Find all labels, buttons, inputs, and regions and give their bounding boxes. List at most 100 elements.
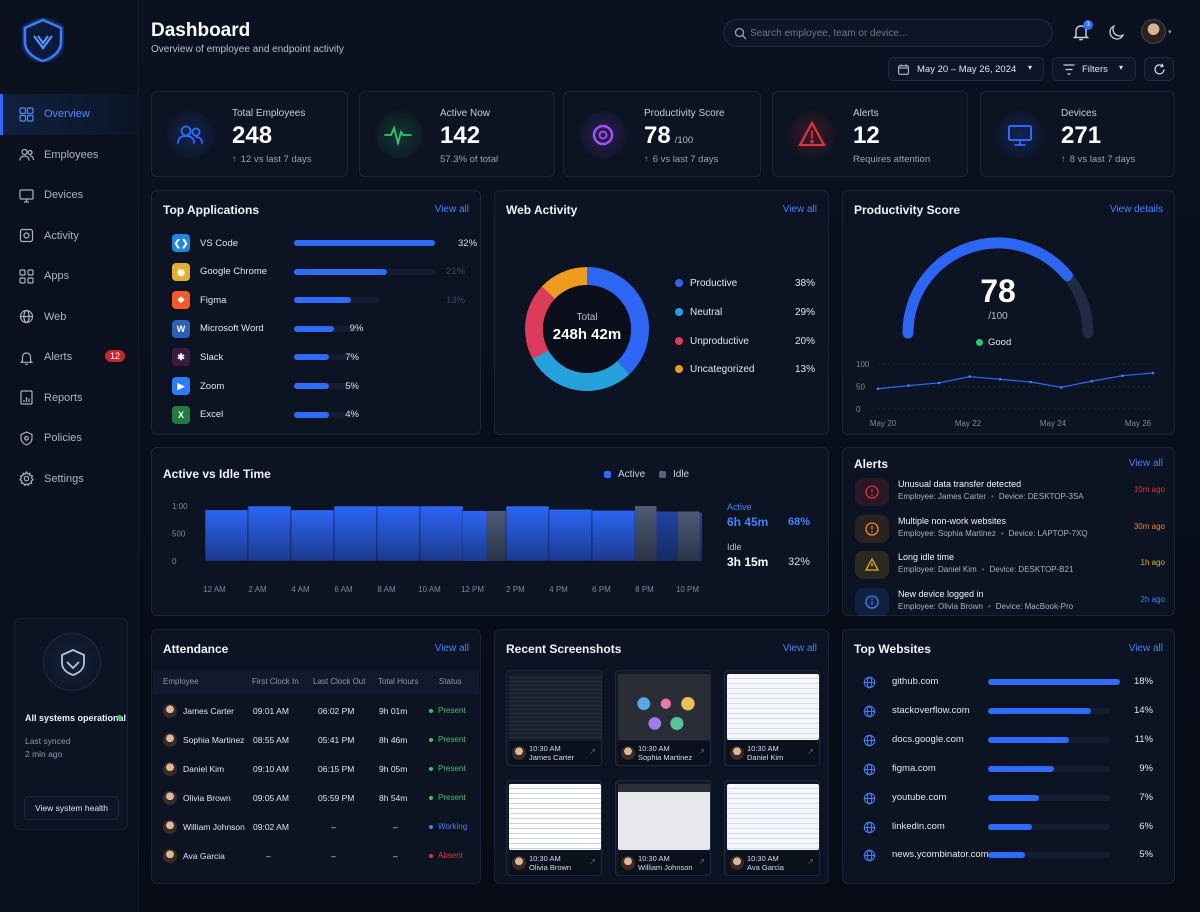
sidebar-item-apps[interactable]: Apps — [0, 256, 139, 297]
attendance-row[interactable]: Ava Garcia – – – Absent — [152, 842, 482, 870]
app-row[interactable]: ✱ Slack 7% — [172, 347, 472, 367]
active-bar[interactable] — [699, 512, 703, 561]
screenshot-thumbnail[interactable] — [509, 674, 601, 740]
screenshot-card[interactable]: 10:30 AM James Carter ↗ — [506, 670, 602, 766]
screenshot-thumbnail[interactable] — [727, 784, 819, 850]
active-bar[interactable] — [204, 509, 249, 562]
view-system-health-button[interactable]: View system health — [24, 796, 119, 820]
screenshot-meta: 10:30 AM Daniel Kim ↗ — [727, 741, 819, 765]
kpi-card-devices[interactable]: Devices 271 ↑ 8 vs last 7 days — [980, 91, 1175, 177]
attendance-view-all[interactable]: View all — [434, 643, 469, 654]
screenshot-thumbnail[interactable] — [618, 674, 710, 740]
attendance-row[interactable]: Sophia Martinez 08:55 AM 05:41 PM 8h 46m Pre… — [152, 726, 482, 754]
attendance-row[interactable]: Olivia Brown 09:05 AM 05:59 PM 8h 54m Presen… — [152, 784, 482, 812]
screenshot-thumbnail[interactable] — [618, 784, 710, 850]
website-row[interactable]: github.com 18% — [863, 675, 1153, 691]
user-avatar[interactable] — [1141, 19, 1166, 44]
expand-icon[interactable]: ↗ — [698, 747, 705, 756]
app-row[interactable]: ◉ Google Chrome 21% — [172, 262, 472, 282]
active-bar[interactable] — [247, 505, 292, 562]
screenshot-card[interactable]: 10:30 AM Sophia Martinez ↗ — [615, 670, 711, 766]
screenshot-card[interactable]: 10:30 AM Daniel Kim ↗ — [724, 670, 820, 766]
alerts-view-all[interactable]: View all — [1128, 458, 1163, 469]
trend-x-label: May 24 — [1040, 419, 1067, 428]
active-bar[interactable] — [463, 510, 487, 561]
filters-button[interactable]: Filters ▾ — [1052, 57, 1136, 81]
alert-item[interactable]: Multiple non-work websites Employee: Soph… — [853, 512, 1165, 546]
attendance-row[interactable]: William Johnson 09:02 AM – – Working — [152, 813, 482, 841]
kpi-card-total-employees[interactable]: Total Employees 248 ↑ 12 vs last 7 days — [151, 91, 348, 177]
active-bar[interactable] — [333, 505, 378, 562]
screenshot-thumbnail[interactable] — [509, 784, 601, 850]
top-apps-view-all[interactable]: View all — [434, 204, 469, 215]
active-bar[interactable] — [505, 505, 550, 562]
active-bar[interactable] — [591, 510, 636, 562]
donut-slice-unproductive[interactable] — [525, 286, 555, 359]
productivity-view-details[interactable]: View details — [1109, 204, 1163, 215]
kpi-card-active-now[interactable]: Active Now 142 57.3% of total — [359, 91, 555, 177]
expand-icon[interactable]: ↗ — [807, 747, 814, 756]
website-row[interactable]: docs.google.com 11% — [863, 733, 1153, 749]
search-input[interactable] — [750, 25, 1040, 41]
idle-bar[interactable] — [635, 506, 657, 561]
screenshot-card[interactable]: 10:30 AM William Johnson ↗ — [615, 780, 711, 876]
alert-item[interactable]: New device logged in Employee: Olivia Bro… — [853, 585, 1165, 619]
active-bar[interactable] — [290, 509, 335, 562]
active-bar[interactable] — [376, 505, 421, 562]
sidebar-item-overview[interactable]: Overview — [0, 94, 139, 135]
screenshots-view-all[interactable]: View all — [782, 643, 817, 654]
expand-icon[interactable]: ↗ — [807, 857, 814, 866]
refresh-button[interactable] — [1144, 57, 1174, 81]
moon-icon[interactable] — [1108, 23, 1126, 41]
app-row[interactable]: W Microsoft Word 9% — [172, 319, 472, 339]
donut-slice-neutral[interactable] — [532, 350, 630, 391]
expand-icon[interactable]: ↗ — [698, 857, 705, 866]
sidebar-item-activity[interactable]: Activity — [0, 216, 139, 257]
top-websites-view-all[interactable]: View all — [1128, 643, 1163, 654]
bar-x-label: 12 AM — [203, 585, 226, 594]
attendance-row[interactable]: Daniel Kim 09:10 AM 06:15 PM 9h 05m Present — [152, 755, 482, 783]
website-row[interactable]: linkedin.com 6% — [863, 820, 1153, 836]
sidebar-item-devices[interactable]: Devices — [0, 175, 139, 216]
idle-bar[interactable] — [678, 511, 700, 562]
kpi-card-alerts[interactable]: Alerts 12 Requires attention — [772, 91, 968, 177]
expand-icon[interactable]: ↗ — [589, 747, 596, 756]
active-bar[interactable] — [656, 511, 679, 562]
active-bar[interactable] — [548, 509, 593, 562]
sidebar-item-employees[interactable]: Employees — [0, 135, 139, 176]
notification-bell-icon[interactable]: 3 — [1071, 20, 1093, 42]
app-row[interactable]: ▶ Zoom 5% — [172, 376, 472, 396]
active-bar[interactable] — [419, 505, 464, 562]
sidebar-item-policies[interactable]: Policies — [0, 418, 139, 459]
alert-item[interactable]: Unusual data transfer detected Employee: … — [853, 475, 1165, 509]
sidebar-item-reports[interactable]: Reports — [0, 378, 139, 419]
sidebar-item-settings[interactable]: Settings — [0, 459, 139, 500]
donut-slice-uncategorized[interactable] — [541, 267, 587, 299]
attendance-row[interactable]: James Carter 09:01 AM 06:02 PM 9h 01m Presen… — [152, 697, 482, 725]
app-row[interactable]: X Excel 4% — [172, 405, 472, 425]
website-row[interactable]: news.ycombinator.com 5% — [863, 848, 1153, 864]
kpi-card-productivity-score[interactable]: Productivity Score 78/100 ↑ 6 vs last 7 day… — [563, 91, 761, 177]
screenshot-card[interactable]: 10:30 AM Olivia Brown ↗ — [506, 780, 602, 876]
website-row[interactable]: stackoverflow.com 14% — [863, 704, 1153, 720]
alert-employee: Employee: Sophia Martinez — [898, 528, 996, 538]
sidebar-item-alerts[interactable]: Alerts 12 — [0, 337, 139, 378]
app-row[interactable]: ❮❯ VS Code 32% — [172, 233, 477, 253]
idle-bar[interactable] — [486, 510, 506, 561]
date-range-picker[interactable]: May 20 – May 26, 2024 ▾ — [888, 57, 1044, 81]
website-row[interactable]: figma.com 9% — [863, 762, 1153, 778]
alert-item[interactable]: Long idle time Employee: Daniel Kim • Devic… — [853, 548, 1165, 582]
search-box[interactable] — [723, 19, 1053, 47]
web-activity-view-all[interactable]: View all — [782, 204, 817, 215]
screenshot-card[interactable]: 10:30 AM Ava Garcia ↗ — [724, 780, 820, 876]
logo-shield-icon[interactable] — [22, 17, 64, 64]
website-row[interactable]: youtube.com 7% — [863, 791, 1153, 807]
chevron-down-icon[interactable]: ▾ — [1168, 29, 1172, 36]
sidebar-item-web[interactable]: Web — [0, 297, 139, 338]
donut-slice-productive[interactable] — [587, 267, 649, 375]
screenshot-thumbnail[interactable] — [727, 674, 819, 740]
expand-icon[interactable]: ↗ — [589, 857, 596, 866]
website-pct: 7% — [1139, 791, 1153, 803]
app-row[interactable]: ❖ Figma 13% — [172, 290, 472, 310]
